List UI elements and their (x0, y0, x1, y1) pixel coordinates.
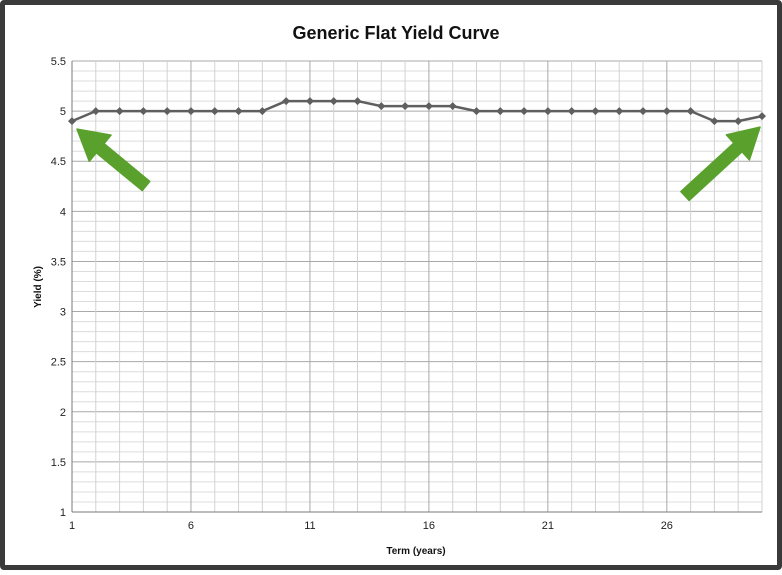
axes (71, 61, 762, 513)
x-tick-labels: 1 6 11 16 21 26 (69, 520, 673, 532)
data-point (234, 107, 243, 116)
grid-lines (71, 60, 763, 513)
green-arrow (76, 128, 151, 192)
y-tick-label: 1.5 (51, 457, 66, 469)
data-point (329, 97, 338, 106)
data-point (186, 107, 195, 116)
y-tick-label: 2.5 (51, 357, 66, 369)
data-point (305, 97, 314, 106)
data-point (401, 102, 410, 111)
data-point (662, 107, 671, 116)
y-tick-label: 4 (60, 206, 66, 218)
y-tick-labels: 1 1.5 2 2.5 3 3.5 4 4.5 5 5.5 (51, 56, 66, 519)
data-point (520, 107, 529, 116)
x-tick-label: 21 (542, 520, 554, 532)
data-point (591, 107, 600, 116)
data-point (115, 107, 124, 116)
data-point (639, 107, 648, 116)
y-tick-label: 5.5 (51, 56, 66, 68)
data-point (424, 102, 433, 111)
data-point (615, 107, 624, 116)
x-tick-label: 16 (423, 520, 435, 532)
data-point (496, 107, 505, 116)
data-points (68, 97, 766, 126)
data-point (472, 107, 481, 116)
green-arrow (680, 126, 761, 202)
x-tick-label: 11 (304, 520, 315, 532)
data-point (686, 107, 695, 116)
data-point (567, 107, 576, 116)
x-tick-label: 1 (69, 520, 75, 532)
data-point (543, 107, 552, 116)
data-point (282, 97, 291, 106)
data-point (139, 107, 148, 116)
y-tick-label: 2 (60, 407, 66, 419)
data-point (68, 117, 76, 126)
data-point (734, 117, 743, 126)
data-point (758, 112, 766, 121)
data-point (163, 107, 172, 116)
y-tick-label: 3.5 (51, 256, 66, 268)
x-axis-title: Term (years) (386, 546, 445, 557)
y-tick-label: 1 (60, 507, 66, 519)
annotation-arrows (76, 126, 761, 202)
data-point (210, 107, 219, 116)
data-point (353, 97, 362, 106)
data-point (710, 117, 719, 126)
data-point (377, 102, 386, 111)
yield-curve-chart: Generic Flat Yield Curve 1 1.5 2 2.5 3 3.5 4 4.… (33, 23, 766, 557)
x-tick-label: 26 (661, 520, 673, 532)
y-tick-label: 4.5 (51, 156, 66, 168)
x-tick-label: 6 (188, 520, 194, 532)
y-tick-label: 5 (60, 106, 66, 118)
y-axis-title: Yield (%) (33, 266, 44, 308)
data-point (448, 102, 457, 111)
chart-title: Generic Flat Yield Curve (292, 23, 499, 43)
data-point (91, 107, 100, 116)
data-point (258, 107, 267, 116)
y-tick-label: 3 (60, 307, 66, 319)
